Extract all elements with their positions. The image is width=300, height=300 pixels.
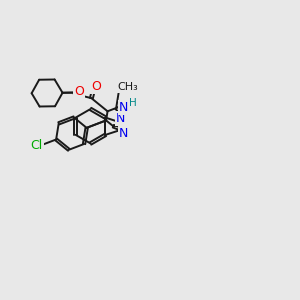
Text: Cl: Cl [30,140,43,152]
Text: O: O [92,80,101,93]
Text: N: N [119,101,128,114]
Text: N: N [119,127,128,140]
Text: CH₃: CH₃ [117,82,138,92]
Text: N: N [116,112,125,125]
Text: H: H [129,98,137,107]
Text: O: O [74,85,84,98]
